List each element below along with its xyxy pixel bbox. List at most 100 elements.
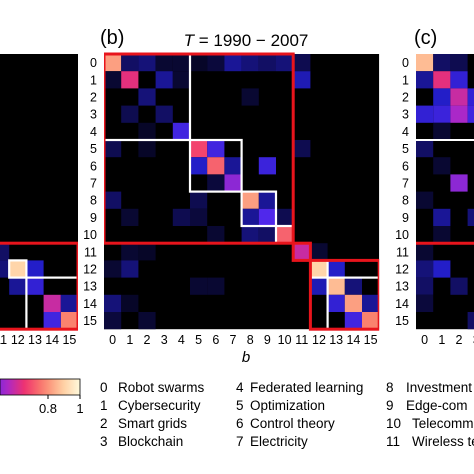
- legend-number: 8: [386, 380, 394, 395]
- heatmap-cell: [0, 243, 10, 261]
- community-block-white: [240, 190, 278, 228]
- legend-number: 1: [100, 398, 108, 413]
- heatmap-cell: [9, 260, 27, 278]
- heatmap-cell: [26, 260, 44, 278]
- heatmap-cell: [121, 243, 139, 261]
- legend-label: Telecomm: [412, 416, 474, 431]
- y-tick-label: 3: [402, 108, 409, 122]
- y-tick-label: 8: [90, 194, 97, 208]
- y-tick-label: 15: [395, 314, 409, 328]
- heatmap-cell: [310, 260, 328, 278]
- heatmap-cell: [450, 105, 468, 123]
- heatmap-cell: [207, 174, 225, 192]
- x-tick-label: 6: [212, 333, 219, 347]
- x-tick-label: 2: [456, 333, 463, 347]
- heatmap-cell: [207, 226, 225, 244]
- heatmap-cell: [224, 174, 242, 192]
- heatmap-cell: [433, 226, 451, 244]
- x-tick-label: 5: [195, 333, 202, 347]
- legend-number: 11: [386, 434, 400, 449]
- y-tick-label: 1: [402, 73, 409, 87]
- heatmap-cell: [450, 88, 468, 106]
- heatmap-cell: [258, 208, 276, 226]
- heatmap-cell: [121, 71, 139, 89]
- heatmap-cell: [416, 191, 434, 209]
- legend-label: Blockchain: [118, 434, 183, 449]
- heatmap-cell: [172, 54, 190, 72]
- x-tick-label: 13: [329, 333, 343, 347]
- x-tick-label: 11: [0, 333, 7, 347]
- heatmap-cell: [190, 191, 208, 209]
- heatmap-cell: [433, 122, 451, 140]
- heatmap-cell: [467, 208, 474, 226]
- heatmap-cell: [104, 260, 122, 278]
- panel-title: T = 1990 − 2007: [184, 31, 309, 50]
- x-tick-label: 9: [264, 333, 271, 347]
- legend-number: 7: [236, 434, 244, 449]
- heatmap-cell: [43, 294, 61, 312]
- x-tick-label: 12: [11, 333, 25, 347]
- y-tick-label: 12: [83, 263, 97, 277]
- heatmap-cell: [416, 294, 434, 312]
- heatmap-cell: [0, 260, 10, 278]
- heatmap-cell: [416, 54, 434, 72]
- heatmap-cell: [344, 277, 362, 295]
- community-block-white: [188, 138, 243, 193]
- x-tick-label: 4: [178, 333, 185, 347]
- x-tick-label: 1: [126, 333, 133, 347]
- heatmap-cell: [172, 208, 190, 226]
- colorbar: 0.8 1: [0, 378, 84, 416]
- heatmap-cell: [121, 208, 139, 226]
- heatmap-cell: [155, 105, 173, 123]
- x-tick-label: 0: [109, 333, 116, 347]
- heatmap-cell: [43, 312, 61, 330]
- legend-label: Wireless te: [412, 434, 474, 449]
- heatmap-cell: [258, 157, 276, 175]
- heatmap-cell: [416, 260, 434, 278]
- community-block-white: [8, 259, 28, 279]
- y-tick-label: 9: [402, 211, 409, 225]
- heatmap-cell: [293, 243, 311, 261]
- legend-number: 2: [100, 416, 108, 431]
- heatmap-cell: [207, 157, 225, 175]
- heatmap-cell: [104, 191, 122, 209]
- colorbar-tick-label: 0.8: [39, 401, 57, 416]
- heatmap-cell: [258, 191, 276, 209]
- y-tick-label: 12: [395, 263, 409, 277]
- y-tick-label: 14: [83, 297, 97, 311]
- y-tick-label: 5: [90, 142, 97, 156]
- heatmap-cell: [241, 208, 259, 226]
- heatmap-cell: [293, 54, 311, 72]
- legend-number: 5: [236, 398, 244, 413]
- heatmap-cell: [433, 88, 451, 106]
- y-tick-label: 0: [402, 56, 409, 70]
- y-tick-label: 0: [90, 56, 97, 70]
- legend-label: Optimization: [250, 398, 325, 413]
- heatmap-cell: [433, 208, 451, 226]
- community-block-red: [104, 52, 295, 245]
- y-tick-label: 8: [402, 194, 409, 208]
- heatmap-cell: [467, 312, 474, 330]
- heatmap-cell: [450, 277, 468, 295]
- legend-label: Electricity: [250, 434, 308, 449]
- heatmap-cell: [416, 71, 434, 89]
- heatmap-cell: [293, 140, 311, 158]
- heatmap-cell: [450, 71, 468, 89]
- legend-number: 6: [236, 416, 244, 431]
- heatmap-cell: [121, 260, 139, 278]
- y-tick-label: 11: [84, 245, 97, 259]
- panel-label: (c): [414, 27, 437, 49]
- x-tick-label: 12: [312, 333, 326, 347]
- x-tick-label: 7: [230, 333, 237, 347]
- heatmap-cell: [172, 71, 190, 89]
- heatmap-cell: [138, 88, 156, 106]
- community-block-red: [308, 258, 380, 331]
- heatmap-cell: [190, 208, 208, 226]
- heatmap-cell: [327, 260, 345, 278]
- legend-number: 4: [236, 380, 244, 395]
- heatmap-cell: [433, 260, 451, 278]
- heatmap-cell: [241, 191, 259, 209]
- y-tick-label: 2: [402, 91, 409, 105]
- heatmap-cell: [241, 54, 259, 72]
